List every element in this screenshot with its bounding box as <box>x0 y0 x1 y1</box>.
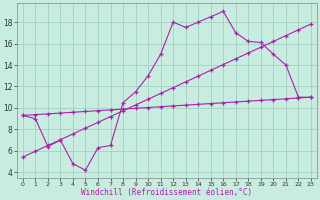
X-axis label: Windchill (Refroidissement éolien,°C): Windchill (Refroidissement éolien,°C) <box>81 188 252 197</box>
